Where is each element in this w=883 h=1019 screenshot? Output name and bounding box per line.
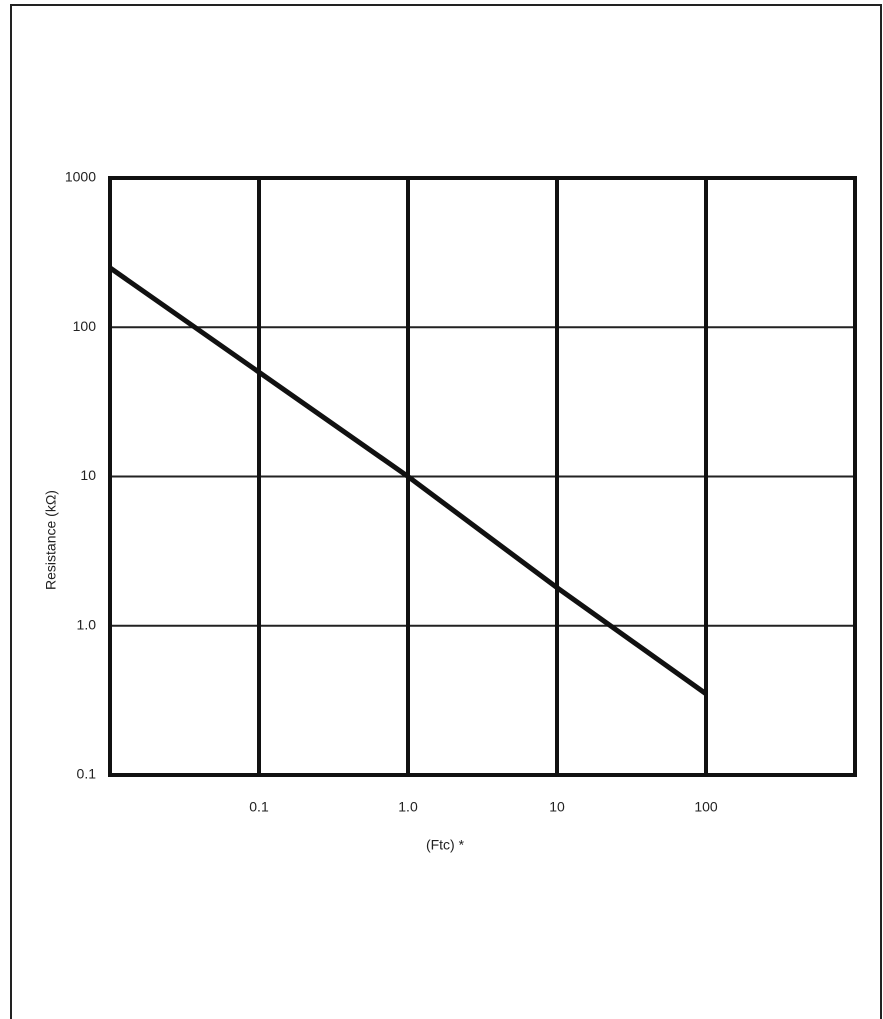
x-tick-label: 100 (694, 799, 718, 815)
x-axis-title: (Ftc) * (426, 837, 465, 853)
y-tick-label: 1.0 (77, 616, 97, 632)
page-border (11, 5, 881, 1019)
x-tick-label: 10 (549, 799, 565, 815)
y-tick-label: 100 (73, 318, 97, 334)
y-tick-label: 10 (80, 467, 96, 483)
y-axis-title: Resistance (kΩ) (43, 490, 59, 590)
page: Resistance (kΩ) (Ftc) * 0.1 1.0 10 100 1000 0… (0, 0, 883, 1019)
x-tick-label: 0.1 (249, 799, 269, 815)
x-tick-label: 1.0 (398, 799, 418, 815)
y-tick-label: 1000 (65, 169, 96, 185)
chart: Resistance (kΩ) (Ftc) * 0.1 1.0 10 100 1000 0… (0, 0, 883, 1019)
y-tick-label: 0.1 (77, 766, 97, 782)
